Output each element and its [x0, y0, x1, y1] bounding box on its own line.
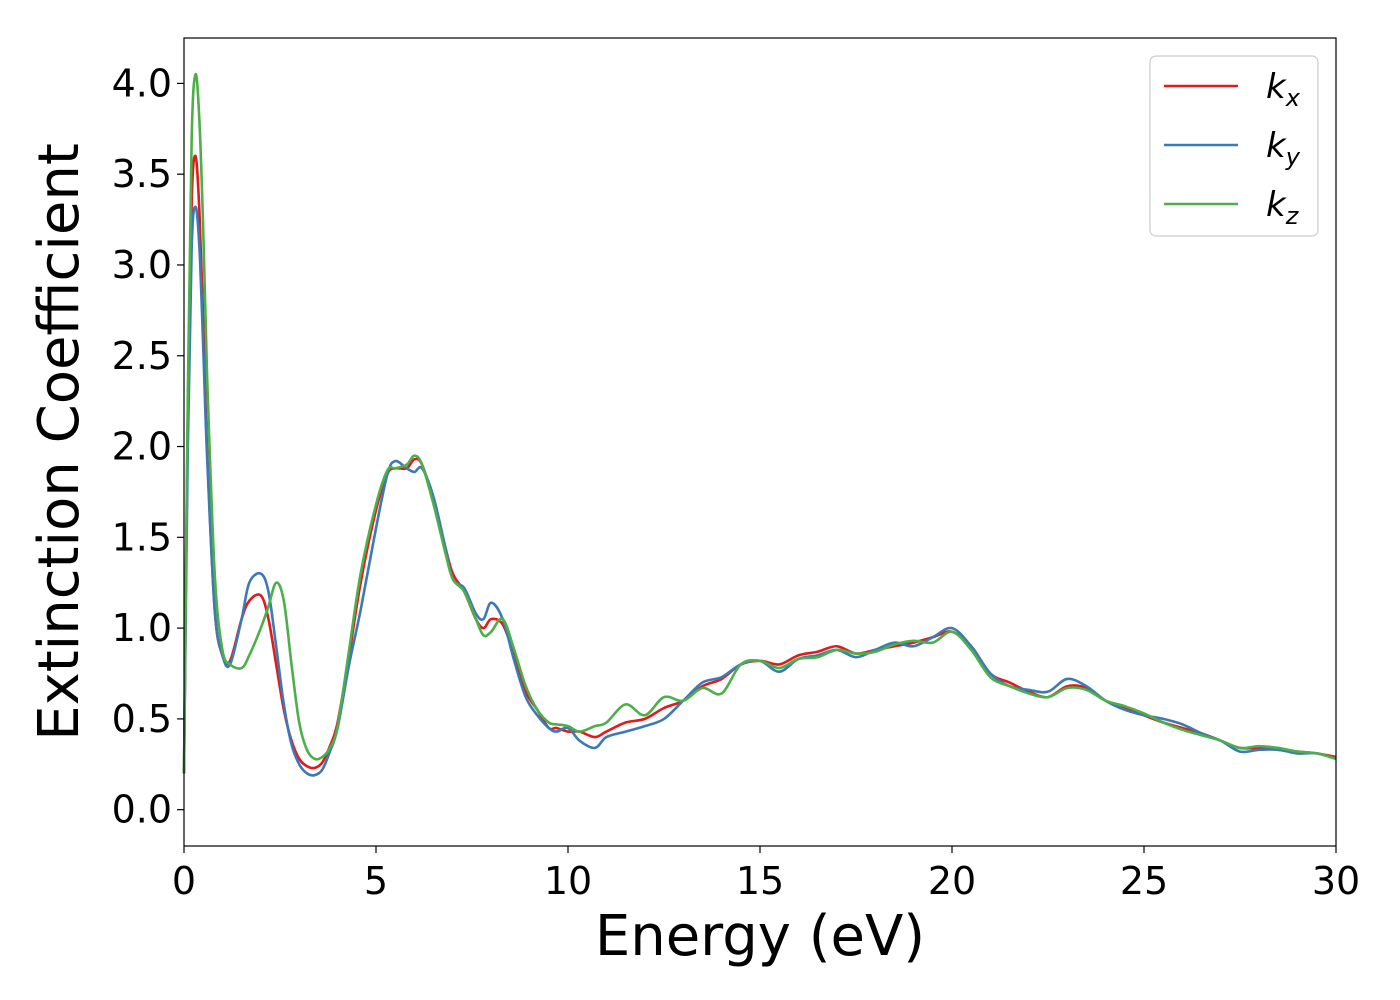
y-tick-label: 1.5: [112, 515, 172, 559]
y-tick-label: 3.0: [112, 243, 172, 287]
y-tick-label: 0.5: [112, 697, 172, 741]
y-tick-label: 2.0: [112, 425, 172, 469]
y-tick-label: 3.5: [112, 152, 172, 196]
y-tick-label: 4.0: [112, 61, 172, 105]
y-axis-label: Extinction Coefficient: [27, 143, 92, 741]
x-axis-label: Energy (eV): [595, 904, 925, 969]
x-tick-label: 5: [364, 859, 388, 903]
x-tick-label: 30: [1312, 859, 1360, 903]
x-tick-label: 10: [544, 859, 592, 903]
x-tick-label: 20: [928, 859, 976, 903]
x-tick-label: 15: [736, 859, 784, 903]
y-tick-label: 2.5: [112, 334, 172, 378]
x-tick-label: 25: [1120, 859, 1168, 903]
y-tick-label: 1.0: [112, 606, 172, 650]
y-tick-label: 0.0: [112, 788, 172, 832]
x-tick-label: 0: [172, 859, 196, 903]
